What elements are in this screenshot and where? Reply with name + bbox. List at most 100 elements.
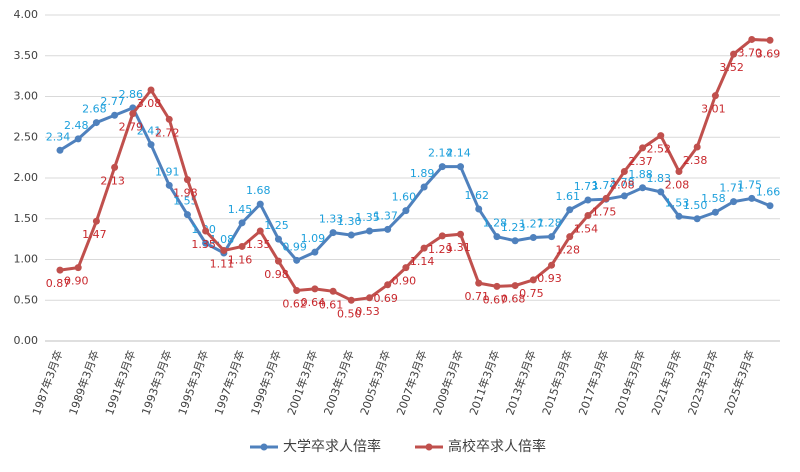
x-tick-label: 1995年3月卒 xyxy=(175,348,211,417)
series-line xyxy=(59,37,771,302)
y-tick-label: 1.00 xyxy=(14,253,39,266)
data-point xyxy=(111,111,119,119)
data-point xyxy=(639,144,647,152)
data-label: 0.75 xyxy=(519,287,544,300)
data-point xyxy=(238,219,246,227)
data-label: 0.69 xyxy=(373,292,398,305)
data-label: 2.14 xyxy=(428,147,453,160)
x-tick-label: 1999年3月卒 xyxy=(248,348,284,417)
data-label: 1.91 xyxy=(155,165,180,178)
data-label: 1.09 xyxy=(301,232,326,245)
data-label: 1.68 xyxy=(246,184,271,197)
data-point xyxy=(766,202,774,210)
data-point xyxy=(766,36,774,44)
data-label: 1.45 xyxy=(228,203,253,216)
data-label: 1.35 xyxy=(246,238,271,251)
data-label: 1.37 xyxy=(373,209,398,222)
series-line xyxy=(59,106,771,263)
data-label: 1.25 xyxy=(264,219,289,232)
data-point xyxy=(529,233,537,241)
data-point xyxy=(511,237,519,245)
y-tick-label: 4.00 xyxy=(14,8,39,21)
data-point xyxy=(147,141,155,149)
data-label: 1.75 xyxy=(738,178,763,191)
data-label: 1.28 xyxy=(555,244,580,257)
data-label: 2.68 xyxy=(82,103,107,116)
legend-label: 大学卒求人倍率 xyxy=(283,438,381,455)
data-label: 1.35 xyxy=(191,238,216,251)
data-point xyxy=(274,257,282,265)
data-point xyxy=(693,143,701,151)
data-label: 3.01 xyxy=(701,103,726,116)
data-point xyxy=(147,86,155,94)
data-label: 2.08 xyxy=(610,178,635,191)
data-point xyxy=(111,163,119,171)
data-point xyxy=(183,211,191,219)
data-point xyxy=(165,115,173,123)
data-label: 1.28 xyxy=(537,217,562,230)
data-point xyxy=(711,208,719,216)
data-point xyxy=(475,279,483,287)
data-label: 2.72 xyxy=(155,126,180,139)
data-label: 2.52 xyxy=(647,143,672,156)
data-point xyxy=(493,233,501,241)
data-point xyxy=(529,276,537,284)
data-label: 2.37 xyxy=(628,155,653,168)
x-tick-label: 2007年3月卒 xyxy=(393,348,429,417)
data-point xyxy=(329,287,337,295)
x-tick-label: 1991年3月卒 xyxy=(102,348,138,417)
x-tick-label: 2009年3月卒 xyxy=(430,348,466,417)
data-point xyxy=(511,282,519,290)
data-label: 0.90 xyxy=(64,275,89,288)
data-label: 2.13 xyxy=(100,174,125,187)
data-point xyxy=(384,281,392,289)
data-point xyxy=(493,282,501,290)
x-tick-label: 2025年3月卒 xyxy=(721,348,757,417)
x-tick-label: 2021年3月卒 xyxy=(648,348,684,417)
data-point xyxy=(56,146,64,154)
data-point xyxy=(74,264,82,272)
data-point xyxy=(365,227,373,235)
data-point xyxy=(165,181,173,189)
data-label: 1.53 xyxy=(665,196,690,209)
data-point xyxy=(202,227,210,235)
data-point xyxy=(92,119,100,127)
x-tick-label: 1993年3月卒 xyxy=(138,348,174,417)
data-point xyxy=(129,110,137,118)
data-label: 1.98 xyxy=(173,187,198,200)
data-point xyxy=(293,256,301,264)
data-point xyxy=(602,194,610,202)
data-point xyxy=(675,167,683,175)
data-label: 0.68 xyxy=(501,293,526,306)
data-label: 2.48 xyxy=(64,119,89,132)
data-label: 3.70 xyxy=(738,46,763,59)
data-label: 1.23 xyxy=(501,221,526,234)
x-tick-label: 2001年3月卒 xyxy=(284,348,320,417)
data-point xyxy=(548,261,556,269)
x-tick-label: 2013年3月卒 xyxy=(503,348,539,417)
data-label: 0.71 xyxy=(464,290,489,303)
data-label: 2.41 xyxy=(137,125,162,138)
data-point xyxy=(311,285,319,293)
data-label: 2.08 xyxy=(665,178,690,191)
data-point xyxy=(711,92,719,100)
x-tick-label: 2017年3月卒 xyxy=(575,348,611,417)
y-tick-label: 3.00 xyxy=(14,90,39,103)
y-tick-label: 1.50 xyxy=(14,212,39,225)
data-point xyxy=(293,286,301,294)
x-tick-label: 2023年3月卒 xyxy=(685,348,721,417)
data-point xyxy=(420,183,428,191)
data-point xyxy=(274,235,282,243)
x-tick-label: 1989年3月卒 xyxy=(66,348,102,417)
y-tick-label: 0.00 xyxy=(14,334,39,347)
data-label: 1.47 xyxy=(82,228,107,241)
data-label: 0.99 xyxy=(282,240,307,253)
data-point xyxy=(457,230,465,238)
data-point xyxy=(584,211,592,219)
data-label: 1.89 xyxy=(410,167,435,180)
data-label: 0.62 xyxy=(282,297,307,310)
data-label: 0.87 xyxy=(46,277,71,290)
x-tick-label: 1997年3月卒 xyxy=(211,348,247,417)
data-label: 3.08 xyxy=(137,97,162,110)
